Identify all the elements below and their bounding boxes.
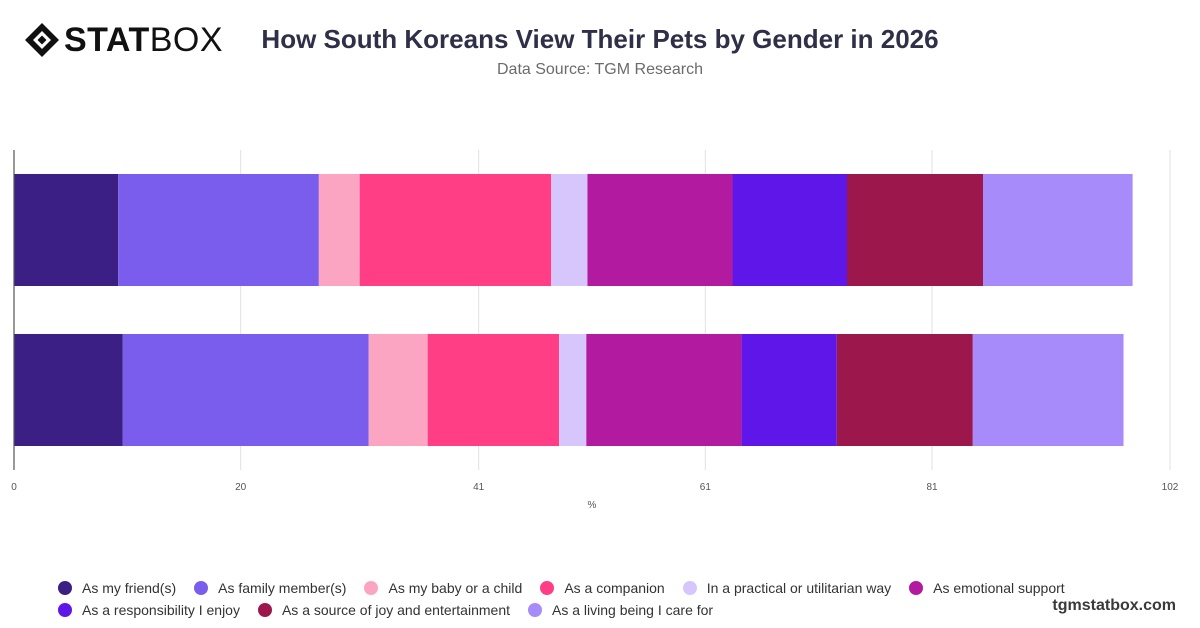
- legend-label: As a responsibility I enjoy: [82, 602, 240, 618]
- x-tick-label: 41: [473, 482, 485, 493]
- bar-segment: [368, 334, 428, 446]
- legend-item[interactable]: As a responsibility I enjoy: [58, 602, 240, 618]
- legend-swatch-icon: [257, 603, 272, 617]
- legend-label: As my friend(s): [82, 580, 177, 596]
- bar-segment: [427, 334, 560, 446]
- statbox-logo: STATBOX: [24, 20, 223, 60]
- footer-site: tgmstatbox.com: [1052, 597, 1176, 614]
- legend-item[interactable]: As a companion: [540, 580, 665, 596]
- legend-item[interactable]: As family member(s): [194, 580, 346, 596]
- legend-item[interactable]: As emotional support: [909, 580, 1065, 596]
- bar-segment: [118, 174, 319, 286]
- legend-label: As my baby or a child: [388, 580, 523, 596]
- legend-item[interactable]: As my friend(s): [58, 580, 176, 596]
- bar-segment: [551, 174, 588, 286]
- bar-segment: [847, 174, 983, 286]
- legend-swatch-icon: [58, 581, 72, 595]
- legend-label: As a living being I care for: [552, 602, 714, 618]
- bar-segment: [836, 334, 973, 446]
- logo-text-bold: STAT: [64, 20, 150, 59]
- legend-item[interactable]: In a practical or utilitarian way: [682, 580, 892, 596]
- legend-label: In a practical or utilitarian way: [706, 580, 892, 596]
- logo-text-light: BOX: [149, 20, 224, 59]
- chart-bars: [14, 174, 1133, 446]
- legend-label: As emotional support: [933, 580, 1065, 596]
- x-tick-label: 20: [235, 482, 247, 493]
- x-axis-label: %: [588, 500, 597, 511]
- legend-swatch-icon: [528, 603, 542, 617]
- legend-label: As family member(s): [218, 580, 347, 596]
- legend-swatch-icon: [682, 581, 697, 595]
- legend-item[interactable]: As a living being I care for: [528, 602, 713, 618]
- stacked-bar-chart: 0 20 41 61 81 102%: [11, 150, 1179, 511]
- bar-segment: [359, 174, 552, 286]
- legend-swatch-icon: [909, 581, 924, 595]
- chart-axis: 0 20 41 61 81 102%: [11, 150, 1179, 511]
- bar-segment: [983, 174, 1133, 286]
- statbox-diamond-icon: [25, 23, 59, 57]
- legend-swatch-icon: [364, 581, 379, 595]
- x-tick-label: 0: [11, 482, 17, 493]
- legend-item[interactable]: As a source of joy and entertainment: [257, 602, 510, 618]
- legend-item[interactable]: As my baby or a child: [364, 580, 522, 596]
- bar-segment: [14, 334, 123, 446]
- legend-label: As a source of joy and entertainment: [281, 602, 510, 618]
- chart-title: How South Koreans View Their Pets by Gen…: [261, 24, 939, 54]
- legend-label: As a companion: [564, 580, 665, 596]
- x-tick-label: 102: [1162, 482, 1179, 493]
- legend-swatch-icon: [540, 581, 555, 595]
- chart-subtitle: Data Source: TGM Research: [496, 61, 703, 78]
- bar-segment: [318, 174, 360, 286]
- legend-swatch-icon: [58, 603, 72, 617]
- legend-swatch-icon: [194, 581, 209, 595]
- bar-segment: [732, 174, 847, 286]
- x-tick-label: 81: [926, 482, 938, 493]
- bar-segment: [586, 334, 742, 446]
- bar-segment: [559, 334, 587, 446]
- bar-segment: [587, 174, 733, 286]
- bar-segment: [741, 334, 837, 446]
- logo-wordmark: STATBOX: [64, 21, 223, 60]
- x-tick-label: 61: [700, 482, 712, 493]
- bar-segment: [122, 334, 369, 446]
- bar-segment: [14, 174, 119, 286]
- chart-legend: As my friend(s) As family member(s) As my …: [58, 580, 1168, 618]
- bar-segment: [972, 334, 1124, 446]
